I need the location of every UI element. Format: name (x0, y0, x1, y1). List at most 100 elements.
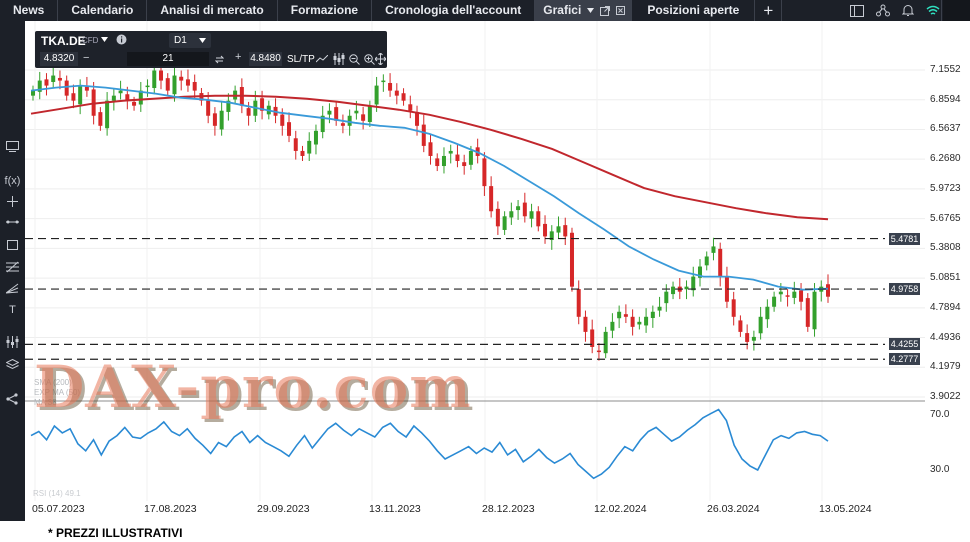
candle-body (623, 314, 628, 317)
decrease-quantity-button[interactable]: − (83, 52, 90, 64)
rsi-legend: RSI (14) 49.1 (33, 489, 81, 498)
pitchfork-icon[interactable] (6, 282, 19, 294)
price-tick-label: 5.3808 (930, 242, 961, 254)
candle-body (644, 316, 649, 326)
fibonacci-icon[interactable] (6, 261, 19, 273)
price-chart[interactable] (25, 21, 970, 521)
date-tick-label: 13.11.2023 (369, 503, 421, 515)
candle-body (51, 75, 56, 82)
candle-body (246, 108, 251, 116)
sltp-button[interactable]: SL/TP (287, 54, 315, 65)
chevron-down-icon[interactable] (587, 8, 595, 13)
candle-body (226, 100, 231, 112)
text-tool-icon[interactable]: T (9, 304, 16, 316)
bell-icon[interactable] (902, 4, 914, 17)
price-tick-label: 3.9022 (930, 391, 961, 402)
rectangle-icon[interactable] (7, 240, 18, 250)
close-icon[interactable] (616, 6, 626, 15)
nav-news[interactable]: News (13, 3, 45, 17)
candle-body (569, 232, 574, 287)
candle-body (125, 94, 130, 101)
increase-quantity-button[interactable]: + (235, 51, 242, 63)
sell-price-button[interactable]: 4.8320 (40, 52, 78, 66)
candle-body (280, 114, 285, 126)
date-tick-label: 12.02.2024 (594, 503, 647, 515)
layout-panel-icon[interactable] (850, 4, 864, 17)
candle-body (516, 206, 521, 211)
ema50-line (30, 84, 829, 291)
symbol-name[interactable]: TKA.DE (41, 34, 86, 48)
level-price-tag[interactable]: 4.9758 (889, 283, 920, 296)
candle-body (347, 115, 352, 126)
candle-body (84, 86, 89, 91)
candle-body (111, 95, 116, 101)
candle-body (159, 70, 164, 81)
popout-icon[interactable] (600, 5, 611, 16)
nav-cronologia-account[interactable]: Cronologia dell'account (385, 3, 522, 17)
candle-body (563, 225, 568, 237)
candle-body (576, 289, 581, 317)
candle-body (718, 248, 723, 277)
candle-body (778, 291, 783, 295)
candle-body (415, 111, 420, 126)
crosshair-icon[interactable] (7, 196, 18, 207)
rsi-tick-label: 70.0 (930, 409, 950, 420)
candle-body (489, 186, 494, 212)
candle-body (448, 150, 453, 154)
candle-body (260, 98, 265, 111)
magnet-icon[interactable] (6, 336, 19, 348)
candle-body (543, 223, 548, 237)
price-tick-label: 6.5637 (930, 123, 961, 135)
candle-body (367, 105, 372, 122)
corner-box (943, 0, 970, 21)
share-icon[interactable] (6, 393, 18, 405)
candle-body (320, 115, 325, 133)
price-tick-label: 6.2680 (930, 153, 961, 165)
layers-icon[interactable] (6, 359, 19, 371)
trend-line-icon[interactable] (6, 219, 19, 225)
rsi-tick-label: 30.0 (930, 464, 950, 475)
tab-posizioni-aperte[interactable]: Posizioni aperte (647, 3, 740, 17)
instrument-type: CFD (82, 36, 99, 45)
chart-canvas (25, 21, 925, 501)
candle-body (590, 329, 595, 347)
nav-formazione[interactable]: Formazione (290, 3, 359, 17)
swap-icon[interactable] (215, 55, 224, 64)
level-price-tag[interactable]: 5.4781 (889, 232, 920, 245)
candles-icon[interactable] (333, 53, 345, 65)
buy-price-button[interactable]: 4.8480 (249, 52, 282, 66)
footer: * PREZZI ILLUSTRATIVI (0, 521, 970, 542)
disclaimer-note: * PREZZI ILLUSTRATIVI (48, 526, 183, 540)
level-price-tag[interactable]: 4.4255 (889, 338, 920, 351)
chevron-down-icon[interactable] (101, 37, 108, 42)
nav-analisi-di-mercato[interactable]: Analisi di mercato (160, 3, 264, 17)
timeframe-value: D1 (174, 35, 187, 46)
timeframe-select[interactable]: D1 (169, 33, 211, 48)
candle-body (462, 162, 467, 167)
candle-body (468, 150, 473, 165)
zoom-in-icon[interactable] (364, 54, 375, 65)
candle-body (354, 110, 359, 114)
nav-calendario[interactable]: Calendario (71, 3, 134, 17)
candle-body (293, 138, 298, 151)
level-price-tag[interactable]: 4.2777 (889, 353, 920, 366)
chart-type-icon[interactable] (6, 141, 19, 152)
quantity-input[interactable]: 21 (127, 52, 209, 66)
info-icon[interactable] (116, 34, 127, 45)
candle-body (549, 231, 554, 241)
zoom-out-icon[interactable] (349, 54, 360, 65)
indicator-fx-icon[interactable]: f(x) (4, 175, 21, 187)
tab-grafici[interactable]: Grafici (535, 0, 632, 21)
move-icon[interactable] (375, 53, 386, 65)
candle-body (165, 78, 170, 91)
candle-body (745, 333, 750, 342)
candle-body (495, 208, 500, 227)
candle-body (394, 90, 399, 96)
price-tick-label: 4.1979 (930, 361, 961, 373)
indicator-legend: SMA (200) EXP MA (50) MA 38 (34, 378, 80, 408)
candle-body (361, 114, 366, 121)
network-icon[interactable] (876, 4, 890, 17)
add-tab-button[interactable]: + (763, 1, 774, 20)
candle-body (650, 311, 655, 319)
trend-icon[interactable] (316, 55, 328, 63)
